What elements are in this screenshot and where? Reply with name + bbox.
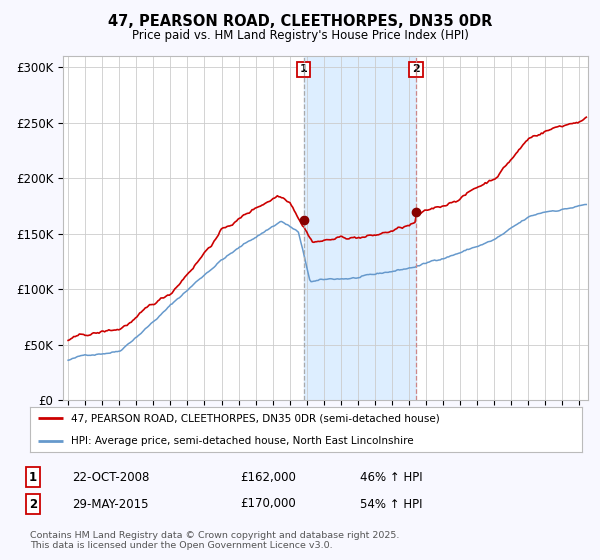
Text: £162,000: £162,000 bbox=[240, 470, 296, 484]
Text: 22-OCT-2008: 22-OCT-2008 bbox=[72, 470, 149, 484]
Text: Price paid vs. HM Land Registry's House Price Index (HPI): Price paid vs. HM Land Registry's House … bbox=[131, 29, 469, 42]
Text: 46% ↑ HPI: 46% ↑ HPI bbox=[360, 470, 422, 484]
Text: 47, PEARSON ROAD, CLEETHORPES, DN35 0DR (semi-detached house): 47, PEARSON ROAD, CLEETHORPES, DN35 0DR … bbox=[71, 413, 440, 423]
Text: Contains HM Land Registry data © Crown copyright and database right 2025.
This d: Contains HM Land Registry data © Crown c… bbox=[30, 531, 400, 550]
Text: 2: 2 bbox=[29, 497, 37, 511]
Text: 29-MAY-2015: 29-MAY-2015 bbox=[72, 497, 149, 511]
Text: HPI: Average price, semi-detached house, North East Lincolnshire: HPI: Average price, semi-detached house,… bbox=[71, 436, 414, 446]
Text: £170,000: £170,000 bbox=[240, 497, 296, 511]
Text: 54% ↑ HPI: 54% ↑ HPI bbox=[360, 497, 422, 511]
Text: 1: 1 bbox=[29, 470, 37, 484]
Text: 2: 2 bbox=[412, 64, 420, 74]
Text: 47, PEARSON ROAD, CLEETHORPES, DN35 0DR: 47, PEARSON ROAD, CLEETHORPES, DN35 0DR bbox=[108, 14, 492, 29]
Text: 1: 1 bbox=[299, 64, 307, 74]
Bar bbox=[304, 56, 416, 400]
